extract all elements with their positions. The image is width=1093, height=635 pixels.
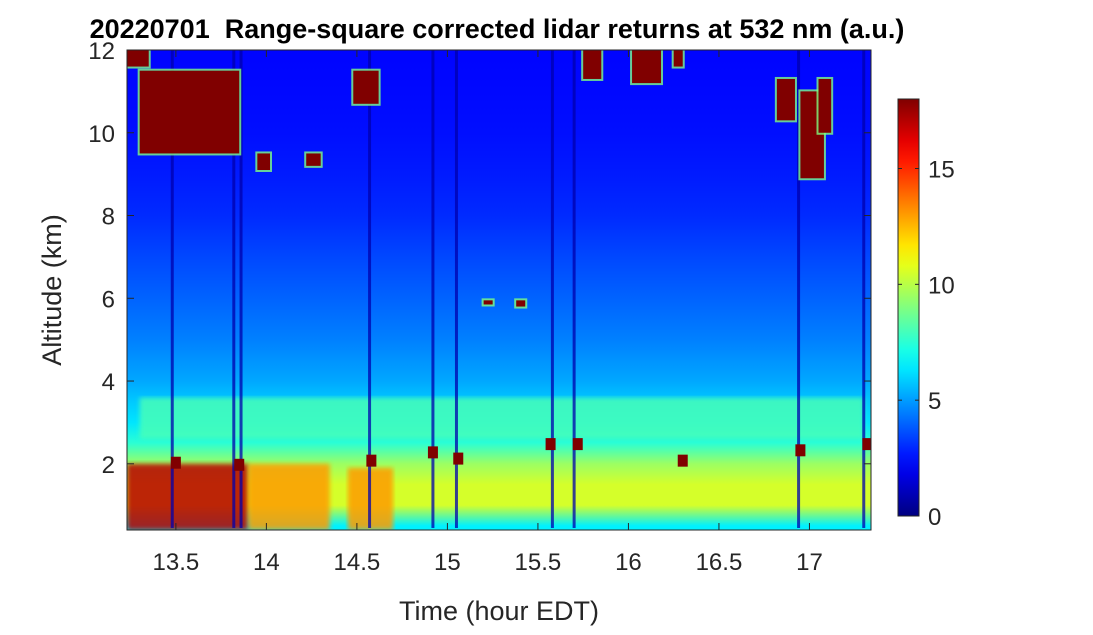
cloud-core (483, 300, 493, 305)
colorbar-gradient (897, 98, 920, 517)
low-cloud-top (572, 438, 583, 451)
low-cloud-top (545, 438, 556, 451)
y-axis-label: Altitude (km) (37, 214, 67, 366)
cloud-core (516, 300, 526, 307)
colorbar-tick-label: 10 (928, 272, 955, 299)
cloud-core (306, 153, 321, 166)
colorbar-tick-label: 0 (928, 504, 941, 531)
y-tick-label: 12 (88, 38, 115, 65)
aerosol-layer-near-surface-moderate (248, 463, 330, 530)
x-tick-label: 14 (253, 549, 280, 576)
colorbar-tick-label: 5 (928, 388, 941, 415)
colorbar-tick-label: 15 (928, 157, 955, 184)
colorbar: 0 5 10 15 (897, 98, 955, 531)
low-cloud-tops (170, 438, 871, 471)
x-tick-label: 17 (796, 549, 823, 576)
colorbar-ticks: 0 5 10 15 (898, 157, 955, 531)
x-tick-label: 15.5 (515, 549, 562, 576)
aerosol-layer-boundary-layer-top (139, 397, 864, 439)
x-tick-label: 14.5 (334, 549, 381, 576)
cloud-core (776, 78, 795, 121)
plot-frame (126, 49, 872, 531)
y-tick-label: 6 (102, 286, 115, 313)
cloud-core (583, 50, 602, 79)
y-tick-label: 10 (88, 121, 115, 148)
y-axis-ticks: 2 4 6 8 10 12 (88, 38, 871, 479)
low-cloud-top (427, 446, 438, 459)
background-profile (127, 50, 871, 530)
x-tick-label: 13.5 (153, 549, 200, 576)
x-axis-ticks: 13.5 14 14.5 15 15.5 16 16.5 17 (153, 50, 823, 576)
low-cloud-top (366, 454, 377, 467)
cloud-core (632, 50, 662, 84)
clouds (127, 50, 834, 309)
y-tick-label: 2 (102, 452, 115, 479)
chart-title: 20220701 Range-square corrected lidar re… (90, 14, 905, 44)
cloud-core (818, 78, 832, 133)
cloud-core (673, 50, 683, 67)
x-tick-label: 16.5 (696, 549, 743, 576)
cloud-core (127, 50, 149, 67)
aerosol-layer-near-surface-strong (127, 463, 249, 530)
x-axis-label: Time (hour EDT) (399, 596, 599, 626)
x-tick-label: 15 (434, 549, 461, 576)
y-tick-label: 8 (102, 204, 115, 231)
cloud-core (353, 70, 379, 104)
y-tick-label: 4 (102, 369, 115, 396)
cloud-core (257, 153, 271, 170)
low-cloud-top (234, 458, 245, 471)
low-cloud-top (453, 452, 464, 465)
plot-area (127, 50, 871, 530)
low-cloud-top (677, 454, 688, 467)
low-cloud-top (795, 444, 806, 457)
cloud-core (139, 70, 240, 154)
x-tick-label: 16 (615, 549, 642, 576)
low-cloud-top (862, 438, 871, 451)
low-cloud-top (170, 456, 181, 469)
